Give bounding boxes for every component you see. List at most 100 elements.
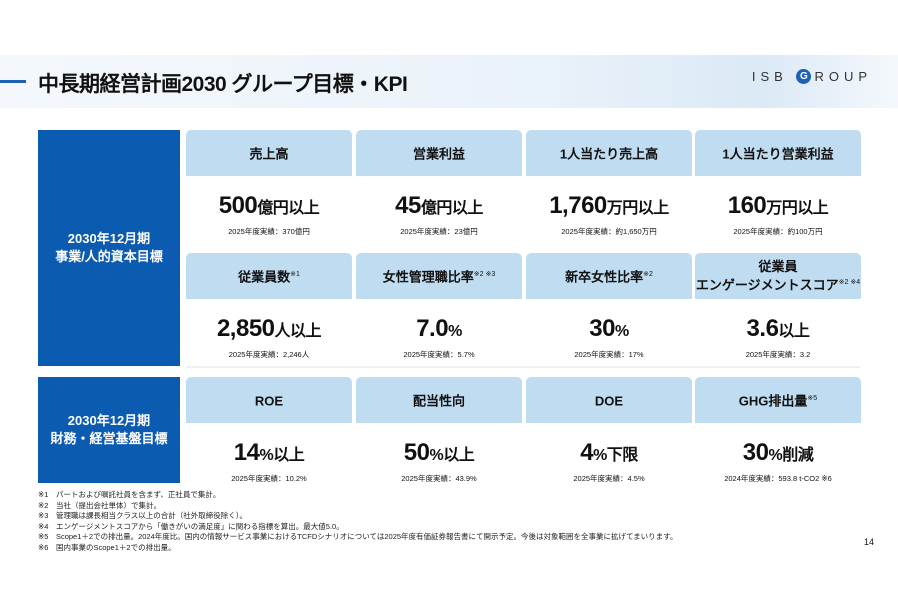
kpi-unit: %削減 <box>768 447 814 464</box>
page-title: 中長期経営計画2030 グループ目標・KPI <box>38 73 408 96</box>
kpi-title-text: 1人当たり営業利益 <box>722 146 834 162</box>
kpi-unit: 億円以上 <box>420 200 484 217</box>
footnote: ※5 Scope1＋2での排出量。2024年度比。国内の情報サービス事業における… <box>38 532 678 541</box>
kpi-target: 45億円以上 <box>356 192 522 220</box>
section-label-line: 財務・経営基盤目標 <box>50 431 168 446</box>
kpi-actual: 2025年度実績：43.9% <box>401 474 477 483</box>
kpi-title: 1人当たり売上高 <box>526 130 692 176</box>
title-accent-bar <box>0 80 26 83</box>
kpi-actual: 2025年度実績：370億円 <box>228 227 310 236</box>
kpi-target: 30% <box>526 315 692 343</box>
kpi-title: 新卒女性比率※2 <box>526 253 692 299</box>
kpi-note: ※5 <box>807 394 818 402</box>
page-number: 14 <box>864 537 875 547</box>
footnote: ※6 国内事業のScope1＋2での排出量。 <box>38 542 176 552</box>
kpi-title-text: 1人当たり売上高 <box>559 146 659 162</box>
kpi-title-text: 従業員 エンゲージメントスコア <box>695 258 839 293</box>
kpi-unit: 万円以上 <box>606 200 670 217</box>
kpi-title: 女性管理職比率※2 ※3 <box>356 253 522 299</box>
kpi-note: ※2 ※4 <box>838 278 861 286</box>
kpi-title: ROE <box>186 377 352 423</box>
kpi-target: 160万円以上 <box>695 192 861 220</box>
kpi-target: 7.0% <box>356 315 522 343</box>
kpi-card: 営業利益 45億円以上 2025年度実績：23億円 <box>356 130 522 237</box>
kpi-unit: 万円以上 <box>766 200 829 217</box>
kpi-unit: %以上 <box>259 447 305 464</box>
kpi-value: 500 <box>218 192 258 219</box>
kpi-title: GHG排出量※5 <box>695 377 861 423</box>
kpi-value: 45 <box>395 192 421 219</box>
kpi-value: 7.0 <box>416 315 449 342</box>
section-label-business: 2030年12月期 事業/人的資本目標 <box>38 130 180 366</box>
kpi-card: 1人当たり営業利益 160万円以上 2025年度実績：約100万円 <box>695 130 861 237</box>
logo-text-post: ROUP <box>814 69 872 84</box>
kpi-card: ROE 14%以上 2025年度実績：10.2% <box>186 377 352 484</box>
kpi-title-text: DOE <box>594 393 624 409</box>
kpi-card: 売上高 500億円以上 2025年度実績：370億円 <box>186 130 352 237</box>
kpi-value: 2,850 <box>216 315 275 342</box>
kpi-actual: 2025年度実績：3.2 <box>745 350 811 359</box>
kpi-actual: 2025年度実績：約100万円 <box>733 227 823 236</box>
kpi-actual: 2025年度実績：約1,650万円 <box>561 227 657 236</box>
kpi-title: 1人当たり営業利益 <box>695 130 861 176</box>
kpi-card: 従業員数※1 2,850人以上 2025年度実績：2,246人 <box>186 253 352 360</box>
row-divider <box>186 366 860 368</box>
kpi-target: 3.6以上 <box>695 315 861 343</box>
section-label-line: 事業/人的資本目標 <box>55 249 163 264</box>
kpi-card: 新卒女性比率※2 30% 2025年度実績：17% <box>526 253 692 360</box>
kpi-unit: 人以上 <box>274 323 322 340</box>
kpi-unit: % <box>448 323 462 340</box>
kpi-card: 従業員 エンゲージメントスコア※2 ※4 3.6以上 2025年度実績：3.2 <box>695 253 861 360</box>
kpi-value: 1,760 <box>549 192 607 219</box>
footnote: ※4 エンゲージメントスコアから「働きがいの満足度」に関わる指標を算出。最大値5… <box>38 521 344 531</box>
kpi-title-text: 女性管理職比率 <box>382 269 474 285</box>
slide-header: 中長期経営計画2030 グループ目標・KPI ISB G ROUP <box>0 55 898 108</box>
kpi-target: 4%下限 <box>526 439 692 467</box>
kpi-actual: 2025年度実績：17% <box>574 350 644 359</box>
kpi-target: 30%削減 <box>695 439 861 467</box>
isb-group-logo: ISB G ROUP <box>752 69 872 84</box>
kpi-unit: %以上 <box>429 447 475 464</box>
kpi-note: ※1 <box>290 270 300 278</box>
kpi-card: GHG排出量※5 30%削減 2024年度実績：593.8 t-CO2 ※6 <box>695 377 861 484</box>
kpi-actual: 2025年度実績：23億円 <box>400 227 478 236</box>
kpi-value: 30 <box>742 439 769 466</box>
kpi-unit: 億円以上 <box>257 200 320 217</box>
kpi-actual: 2024年度実績：593.8 t-CO2 ※6 <box>724 474 832 483</box>
kpi-value: 3.6 <box>746 315 779 342</box>
kpi-value: 14 <box>233 439 260 466</box>
kpi-note: ※2 <box>643 270 653 278</box>
kpi-title-text: GHG排出量 <box>738 393 808 409</box>
kpi-title: 配当性向 <box>356 377 522 423</box>
kpi-unit: % <box>614 323 629 340</box>
logo-g-mark: G <box>796 69 812 84</box>
footnote: ※1 パートおよび嘱託社員を含まず、正社員で集計。 <box>38 490 221 499</box>
kpi-title: DOE <box>526 377 692 423</box>
logo-text-pre: ISB <box>751 69 788 84</box>
section-label-financial: 2030年12月期財務・経営基盤目標 <box>38 377 180 483</box>
footnote: ※3 管理職は課長相当クラス以上の合計（社外取締役除く）。 <box>38 511 248 520</box>
kpi-actual: 2025年度実績：10.2% <box>231 474 307 483</box>
kpi-title: 従業員数※1 <box>186 253 352 299</box>
kpi-note: ※2 ※3 <box>473 270 496 278</box>
kpi-title-text: 新卒女性比率 <box>565 269 644 285</box>
kpi-title-text: ROE <box>254 393 284 409</box>
kpi-unit: %下限 <box>593 447 638 464</box>
kpi-title: 営業利益 <box>356 130 522 176</box>
kpi-target: 500億円以上 <box>186 192 352 220</box>
kpi-title-text: 営業利益 <box>412 146 465 162</box>
kpi-value: 160 <box>727 192 767 219</box>
section-label-line: 2030年12月期 <box>67 413 151 428</box>
kpi-actual: 2025年度実績：2,246人 <box>228 350 310 359</box>
kpi-title: 売上高 <box>186 130 352 176</box>
kpi-value: 50 <box>403 439 430 466</box>
kpi-unit: 以上 <box>778 323 810 340</box>
kpi-target: 2,850人以上 <box>186 315 352 343</box>
kpi-title-text: 売上高 <box>249 146 289 162</box>
kpi-target: 1,760万円以上 <box>526 192 692 220</box>
kpi-title-text: 従業員数 <box>238 269 291 285</box>
kpi-card: DOE 4%下限 2025年度実績：4.5% <box>526 377 692 484</box>
footnote: ※2 当社（提出会社単体）で集計。 <box>38 500 161 510</box>
kpi-actual: 2025年度実績：5.7% <box>403 350 475 359</box>
kpi-target: 50%以上 <box>356 439 522 467</box>
